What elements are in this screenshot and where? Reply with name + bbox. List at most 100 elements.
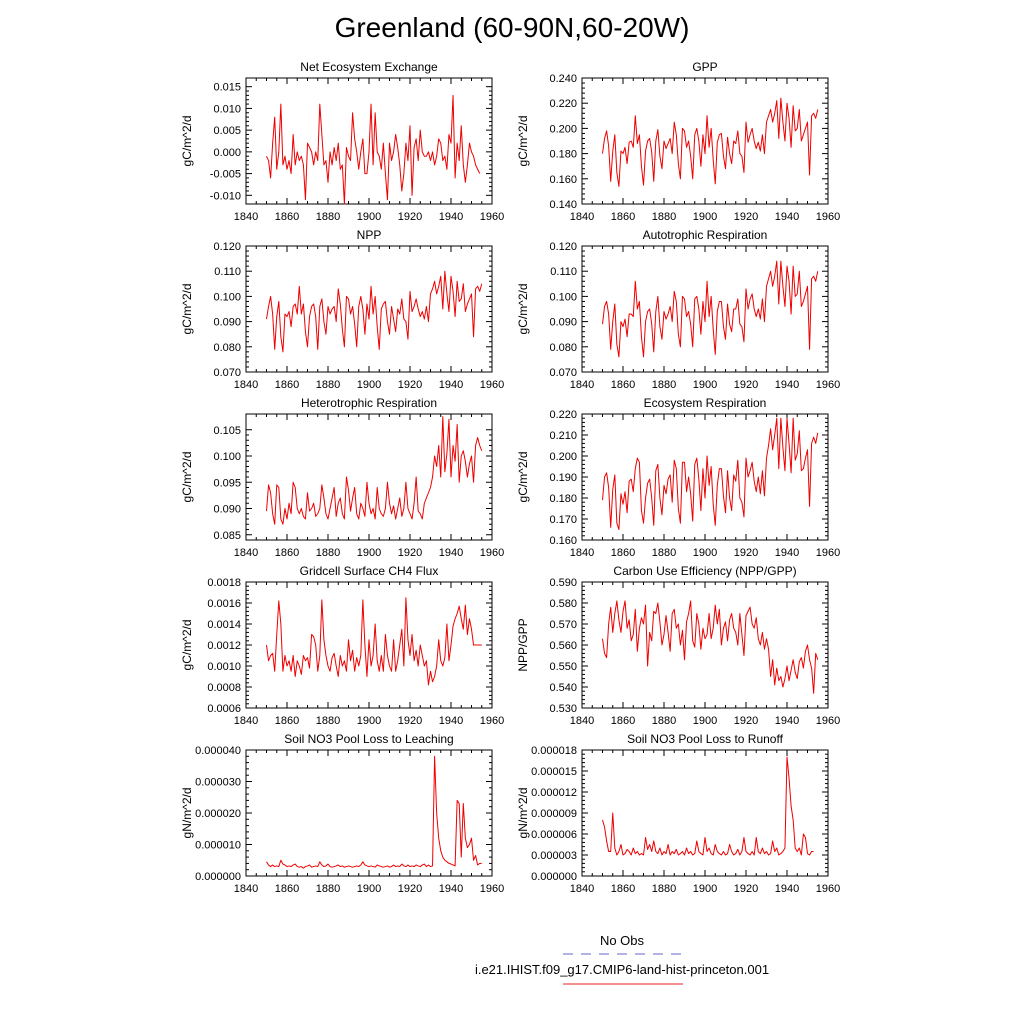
x-tick-label: 1940	[439, 211, 463, 223]
legend-label-model: i.e21.IHIST.f09_g17.CMIP6-land-hist-prin…	[474, 962, 770, 977]
y-tick-label: 0.540	[549, 682, 577, 694]
panel-6: Ecosystem Respiration gC/m^2/d 1840 1860 188…	[516, 396, 840, 559]
y-tick-label: 0.550	[549, 661, 577, 673]
plot-frame	[581, 749, 829, 877]
y-axis-label: gC/m^2/d	[180, 116, 194, 167]
panel-title: Ecosystem Respiration	[644, 396, 767, 410]
y-tick-label: 0.100	[213, 451, 241, 463]
x-tick-label: 1840	[234, 715, 258, 727]
series-line	[266, 597, 482, 686]
y-tick-label: 0.000020	[195, 808, 241, 820]
y-tick-label: 0.0014	[207, 619, 241, 631]
x-tick-label: 1920	[398, 547, 422, 559]
x-tick-label: 1940	[439, 379, 463, 391]
x-tick-label: 1900	[357, 379, 381, 391]
series-line	[266, 416, 483, 525]
x-tick-label: 1920	[398, 715, 422, 727]
y-tick-label: 0.110	[550, 266, 577, 278]
x-tick-label: 1880	[316, 379, 340, 391]
series-line	[266, 270, 483, 353]
y-tick-label: 0.120	[213, 241, 241, 253]
y-tick-label: 0.080	[549, 342, 577, 354]
legend: No Obs i.e21.IHIST.f09_g17.CMIP6-land-hi…	[0, 930, 1024, 990]
y-axis-label: gC/m^2/d	[180, 284, 194, 335]
x-tick-label: 1860	[611, 547, 635, 559]
legend-label-no-obs: No Obs	[599, 933, 645, 948]
y-axis-label: gN/m^2/d	[516, 788, 530, 839]
x-tick-label: 1880	[316, 715, 340, 727]
x-tick-label: 1880	[652, 715, 676, 727]
x-tick-label: 1960	[816, 715, 840, 727]
series-line	[602, 600, 819, 694]
series-line	[266, 755, 482, 869]
y-tick-label: 0.000006	[531, 829, 577, 841]
plot-frame	[581, 581, 829, 709]
x-tick-label: 1840	[570, 883, 594, 895]
y-tick-label: 0.000000	[531, 871, 577, 883]
y-tick-label: 0.580	[549, 598, 577, 610]
x-tick-label: 1900	[693, 379, 717, 391]
x-tick-label: 1860	[275, 715, 299, 727]
y-tick-label: -0.010	[210, 190, 241, 202]
x-tick-label: 1960	[480, 547, 504, 559]
series-line	[602, 756, 814, 856]
x-tick-label: 1900	[693, 547, 717, 559]
y-tick-label: 0.160	[549, 535, 577, 547]
series-line	[602, 417, 819, 530]
y-tick-label: 0.080	[213, 342, 241, 354]
x-tick-label: 1880	[652, 883, 676, 895]
x-tick-label: 1960	[816, 883, 840, 895]
y-tick-label: 0.560	[549, 640, 577, 652]
x-tick-label: 1840	[570, 379, 594, 391]
y-tick-label: 0.085	[213, 530, 241, 542]
y-tick-label: 0.200	[549, 451, 577, 463]
y-tick-label: 0.200	[549, 123, 577, 135]
x-tick-label: 1920	[734, 715, 758, 727]
x-tick-label: 1900	[357, 883, 381, 895]
x-tick-label: 1860	[275, 211, 299, 223]
panel-4: Autotrophic Respiration gC/m^2/d 1840 1860 1…	[516, 228, 840, 391]
x-tick-label: 1860	[611, 883, 635, 895]
y-tick-label: 0.0006	[207, 703, 241, 715]
figure-title: Greenland (60-90N,60-20W)	[334, 12, 690, 43]
series-line	[266, 94, 481, 205]
x-tick-label: 1920	[398, 379, 422, 391]
x-tick-label: 1900	[693, 211, 717, 223]
x-tick-label: 1920	[398, 883, 422, 895]
x-tick-label: 1920	[398, 211, 422, 223]
panel-title: Soil NO3 Pool Loss to Runoff	[627, 732, 784, 746]
x-tick-label: 1840	[234, 211, 258, 223]
x-tick-label: 1960	[480, 883, 504, 895]
y-tick-label: 0.000012	[531, 787, 577, 799]
x-tick-label: 1940	[775, 379, 799, 391]
y-tick-label: 0.090	[213, 317, 241, 329]
x-tick-label: 1840	[234, 379, 258, 391]
y-tick-label: 0.100	[549, 291, 577, 303]
x-tick-label: 1960	[816, 211, 840, 223]
x-tick-label: 1880	[652, 211, 676, 223]
y-tick-label: 0.070	[213, 367, 241, 379]
x-tick-label: 1900	[693, 715, 717, 727]
x-tick-label: 1860	[275, 379, 299, 391]
y-tick-label: 0.0016	[207, 598, 241, 610]
y-tick-label: 0.160	[549, 174, 577, 186]
y-tick-label: 0.015	[213, 82, 241, 94]
y-tick-label: 0.010	[213, 103, 241, 115]
panel-2: GPP gC/m^2/d 1840 1860 1880 1900 1920 1940 1960 0…	[516, 60, 840, 223]
y-axis-label: NPP/GPP	[516, 618, 530, 671]
y-tick-label: 0.000040	[195, 745, 241, 757]
series-line	[602, 260, 819, 358]
panel-5: Heterotrophic Respiration gC/m^2/d 1840 186…	[180, 396, 504, 559]
x-tick-label: 1920	[734, 379, 758, 391]
x-tick-label: 1960	[480, 379, 504, 391]
y-tick-label: 0.0010	[207, 661, 241, 673]
x-tick-label: 1960	[480, 715, 504, 727]
x-tick-label: 1940	[439, 547, 463, 559]
x-tick-label: 1840	[570, 211, 594, 223]
y-tick-label: 0.110	[214, 266, 241, 278]
x-tick-label: 1940	[775, 211, 799, 223]
y-tick-label: 0.070	[549, 367, 577, 379]
y-tick-label: 0.000015	[531, 766, 577, 778]
y-tick-label: 0.530	[549, 703, 577, 715]
y-tick-label: 0.095	[213, 477, 241, 489]
